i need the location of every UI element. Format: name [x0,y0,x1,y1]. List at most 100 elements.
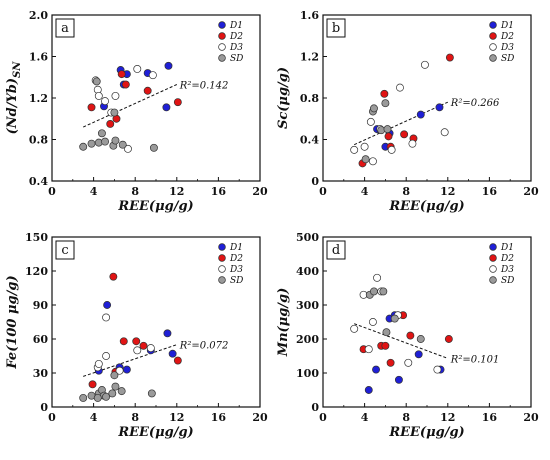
legend-marker-sd [218,54,226,62]
data-point-d2 [119,337,128,346]
data-point-d2 [139,341,148,350]
y-axis-label-main: Mn(μg/g) [276,288,291,358]
legend-marker-d1 [218,21,226,29]
data-point-d2 [381,341,390,350]
data-point-d3 [420,60,429,69]
r-squared-label: R²=0.072 [179,341,229,352]
x-tick-label: 0 [319,185,327,198]
trend-line [354,323,448,359]
y-tick-label: 0.8 [29,134,48,147]
y-tick-label: 0.4 [29,175,48,188]
x-axis-label: REE(μg/g) [117,199,193,214]
data-point-d2 [143,86,152,95]
data-point-d2 [386,358,395,367]
panel-c: 0 4 8 12 16 20 0 30 60 90 120 150 REE(μg/g) Fe(100 μg… [5,231,268,440]
data-point-d3 [366,117,375,126]
legend-label-d3: D3 [500,43,514,53]
legend-label-d1: D1 [229,243,243,253]
x-tick-label: 4 [361,185,369,198]
data-point-d3 [148,71,157,80]
x-tick-label: 0 [48,185,56,198]
data-point-d1 [103,301,112,309]
panel-letter: d [332,243,340,258]
x-tick-label: 8 [402,411,410,424]
data-point-d1 [163,329,172,338]
data-point-d2 [88,380,97,389]
y-tick-label: 120 [25,265,48,278]
legend-marker-d3 [218,43,226,51]
data-point-d3 [133,64,142,73]
x-tick-label: 12 [440,411,455,424]
data-point-d3 [111,91,120,100]
y-axis-label: Fe(100 μg/g) [5,275,20,369]
x-tick-label: 4 [90,411,98,424]
legend-label-d3: D3 [500,265,514,275]
data-point-d3 [408,139,417,148]
y-tick-label: 90 [33,299,49,312]
panel-letter: b [332,21,340,36]
y-axis-label-main: (Nd/Yb) [5,78,20,134]
x-tick-label: 20 [523,185,539,198]
data-point-sd [79,142,88,151]
y-tick-label: 100 [296,367,319,380]
legend-marker-d2 [218,254,226,262]
data-point-d2 [173,98,182,107]
data-point-sd [379,287,388,296]
data-point-sd [370,287,378,296]
data-point-sd [111,136,120,145]
data-point-d3 [387,145,396,154]
plot-frame [322,236,532,408]
data-point-d1 [414,350,423,359]
x-axis-label: REE(μg/g) [388,199,464,214]
y-axis-label-main: Fe(100 μg/g) [5,275,20,369]
legend-marker-d2 [489,254,497,262]
legend-marker-d2 [489,32,497,40]
data-point-sd [117,387,126,396]
data-point-d2 [109,272,118,281]
panel-letter-box [326,18,346,38]
data-point-d3 [373,273,382,282]
legend-marker-d1 [489,21,497,29]
y-axis-label: Sc(μg/g) [276,67,291,129]
data-point-d3 [123,144,132,153]
data-point-sd [110,108,119,117]
trend-line [353,101,449,146]
y-tick-label: 0 [40,401,48,414]
legend-label-d1: D1 [500,21,514,31]
data-point-sd [382,328,391,337]
data-point-d3 [368,318,377,326]
plot-frame [322,14,532,182]
data-point-d3 [368,157,377,166]
legend-marker-sd [489,276,497,284]
legend-marker-sd [218,276,226,284]
legend-label-d2: D2 [500,254,514,264]
data-point-d2 [380,89,389,98]
x-tick-label: 20 [252,411,268,424]
data-point-d1 [164,61,173,70]
x-tick-label: 20 [252,185,268,198]
legend-marker-d3 [489,265,497,273]
data-point-d3 [360,142,369,151]
legend-label-sd: SD [230,276,243,286]
data-point-sd [108,389,117,398]
data-point-d1 [168,349,177,358]
x-tick-label: 16 [482,411,498,424]
legend-marker-d2 [218,32,226,40]
data-point-d3 [433,365,442,374]
y-tick-label: 400 [296,265,319,278]
y-axis-label: (Nd/Yb)SN [5,61,23,135]
data-point-d1 [372,365,380,374]
data-point-d3 [102,352,111,360]
data-point-sd [381,99,390,108]
x-tick-label: 8 [131,411,139,424]
legend-label-d2: D2 [500,32,514,42]
data-point-d1 [364,386,373,394]
data-point-d3 [94,91,103,100]
legend-label-d3: D3 [229,265,243,275]
data-point-sd [92,77,101,86]
legend-marker-sd [489,54,497,62]
data-point-d3 [115,366,124,375]
data-point-sd [361,155,370,164]
y-axis-label-subscript: SN [12,61,23,78]
